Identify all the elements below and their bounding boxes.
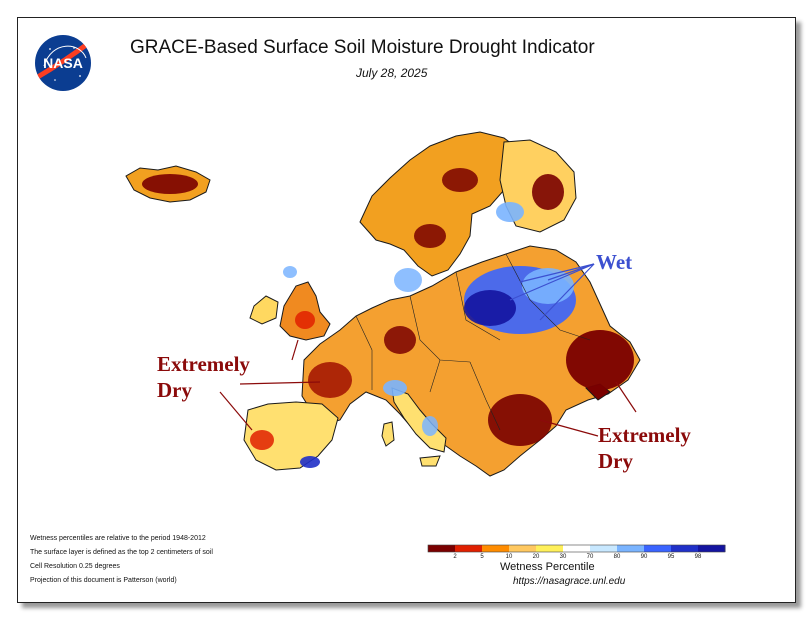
sicily	[419, 455, 441, 467]
page-title: GRACE-Based Surface Soil Moisture Drough…	[130, 37, 595, 58]
legend-swatch	[563, 545, 591, 552]
annotation-pointers	[219, 263, 637, 437]
legend-swatch	[671, 545, 699, 552]
note-resolution: Cell Resolution 0.25 degrees	[30, 563, 120, 570]
legend-colorbar	[427, 544, 726, 553]
annotation-wet: Wet	[596, 250, 633, 274]
nasa-logo-text: NASA	[43, 55, 83, 71]
sardinia	[381, 421, 395, 447]
note-surface-layer: The surface layer is defined as the top …	[30, 549, 213, 556]
legend-title: Wetness Percentile	[500, 561, 595, 573]
legend-tick-label: 5	[480, 554, 484, 560]
legend-tick-label: 95	[667, 554, 675, 560]
map-date: July 28, 2025	[356, 66, 428, 80]
annotation-west-line1: Extremely	[157, 352, 250, 376]
legend-swatch	[482, 545, 510, 552]
annotation-west-line2: Dry	[157, 378, 192, 402]
legend-swatch	[590, 545, 618, 552]
legend-swatch	[644, 545, 672, 552]
legend-swatch	[698, 545, 726, 552]
note-baseline-period: Wetness percentiles are relative to the …	[30, 535, 206, 542]
legend-swatch	[428, 545, 456, 552]
italy	[391, 387, 447, 453]
annotation-east-line1: Extremely	[598, 423, 691, 447]
legend-tick-label: 90	[640, 554, 648, 560]
annotation-east-line2: Dry	[598, 449, 633, 473]
legend-tick-label: 70	[586, 554, 594, 560]
legend-tick-label: 10	[505, 554, 513, 560]
nasa-logo: NASA	[35, 35, 91, 91]
iberia	[243, 401, 339, 471]
legend-swatch	[509, 545, 537, 552]
legend-swatch	[536, 545, 564, 552]
legend-swatch	[455, 545, 483, 552]
legend-tick-label: 20	[532, 554, 540, 560]
legend-tick-label: 98	[694, 554, 702, 560]
moisture-overlays	[142, 168, 634, 468]
legend-tick-label: 30	[559, 554, 567, 560]
source-url: https://nasagrace.unl.edu	[513, 576, 626, 587]
legend-outline	[427, 544, 726, 553]
note-projection: Projection of this document is Patterson…	[30, 577, 177, 584]
legend-swatch	[617, 545, 645, 552]
legend-tick-label: 80	[613, 554, 621, 560]
legend-tick-label: 2	[453, 554, 457, 560]
ireland	[249, 295, 279, 325]
